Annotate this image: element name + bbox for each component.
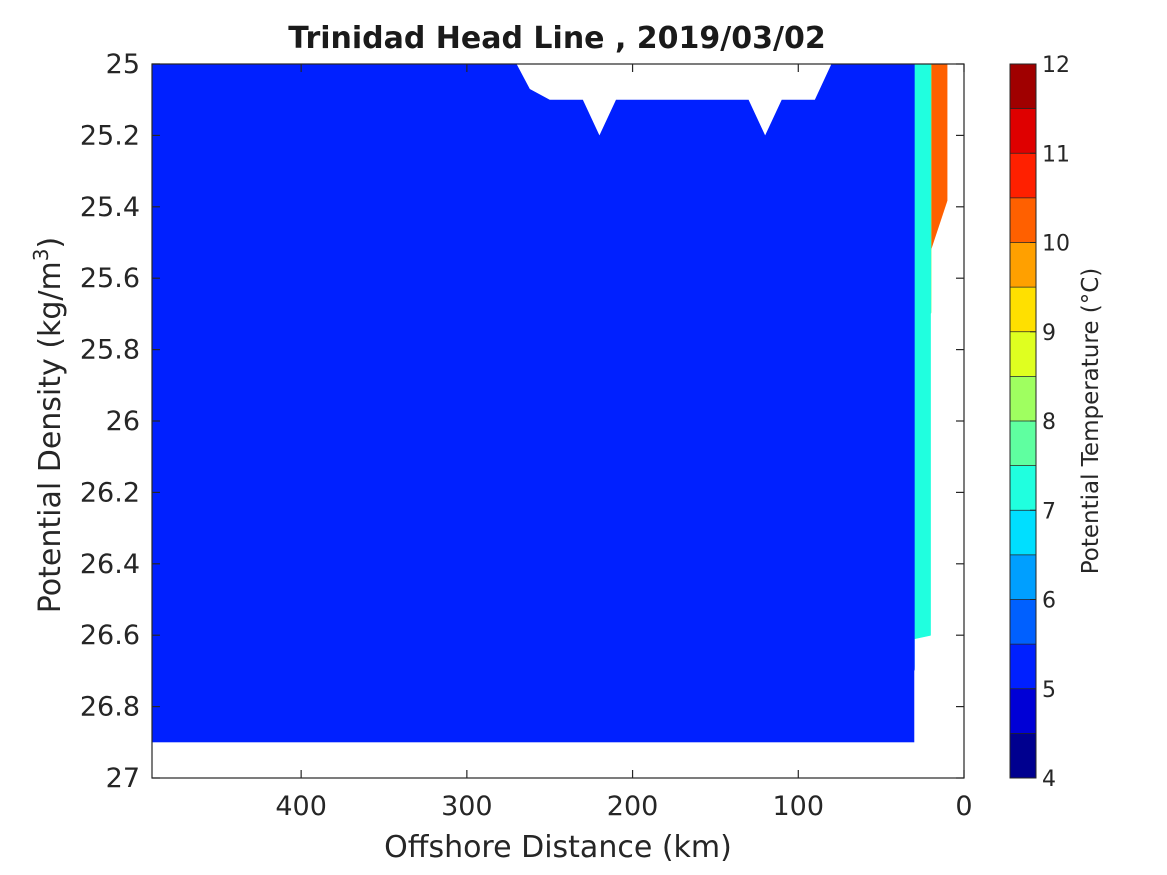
y-tick-label: 26.8 [80,692,140,723]
colorbar-segment [1010,153,1036,198]
colorbar [1010,64,1036,778]
colorbar-segment [1010,287,1036,332]
colorbar-label: Potential Temperature (°C) [1078,268,1104,575]
y-axis-label: Potential Density (kg/m3) [29,237,68,613]
x-tick-label: 300 [441,791,493,822]
y-axis-label-main: Potential Density (kg/m [33,261,68,613]
chart-title: Trinidad Head Line , 2019/03/02 [288,21,825,56]
y-tick-label: 25.6 [80,263,140,294]
x-axis-label: Offshore Distance (km) [384,830,732,865]
colorbar-segment [1010,331,1036,377]
colorbar-tick-label: 4 [1042,767,1056,792]
x-axis-ticks: 400 300 200 100 0 [275,64,973,822]
no-data-right [914,64,964,778]
colorbar-tick-label: 9 [1042,321,1056,346]
colorbar-segment [1010,108,1036,154]
y-tick-label: 27 [106,763,140,794]
x-tick-label: 200 [607,791,659,822]
contour-band-13 [152,64,915,743]
x-tick-label: 100 [773,791,825,822]
colorbar-tick-label: 7 [1042,499,1056,524]
y-tick-label: 25.2 [80,120,140,151]
y-tick-label: 25 [106,49,140,80]
x-tick-label: 400 [275,791,327,822]
y-tick-label: 26.6 [80,620,140,651]
y-axis-label-close: ) [33,237,68,249]
y-axis-label-superscript: 3 [29,248,53,261]
colorbar-tick-label: 5 [1042,678,1056,703]
colorbar-segment [1010,733,1036,778]
colorbar-segment [1010,376,1036,421]
colorbar-segment [1010,554,1036,600]
colorbar-ticks: 4 5 6 7 8 9 10 11 12 [1030,53,1070,792]
no-data-top [152,64,964,136]
no-data-region [152,64,964,778]
colorbar-segment [1010,644,1036,689]
y-tick-label: 26.4 [80,549,140,580]
no-data-bottom [152,742,964,778]
colorbar-tick-label: 10 [1042,232,1070,257]
y-axis-ticks: 25 25.2 25.4 25.6 25.8 26 26.2 26.4 26.6 26.8 27 [80,49,964,794]
y-tick-label: 25.8 [80,335,140,366]
y-tick-label: 26.2 [80,477,140,508]
colorbar-segment [1010,465,1036,511]
colorbar-segment [1010,242,1036,288]
x-tick-label: 0 [955,791,972,822]
colorbar-segment [1010,421,1036,466]
colorbar-segment [1010,510,1036,555]
colorbar-segment [1010,599,1036,645]
contour-bands [152,64,948,743]
colorbar-segment [1010,64,1036,109]
colorbar-tick-label: 12 [1042,53,1070,78]
colorbar-tick-label: 11 [1042,142,1070,167]
colorbar-tick-label: 6 [1042,589,1056,614]
colorbar-segment [1010,688,1036,734]
colorbar-segment [1010,197,1036,243]
y-tick-label: 25.4 [80,192,140,223]
y-tick-label: 26 [106,406,140,437]
colorbar-tick-label: 8 [1042,410,1056,435]
